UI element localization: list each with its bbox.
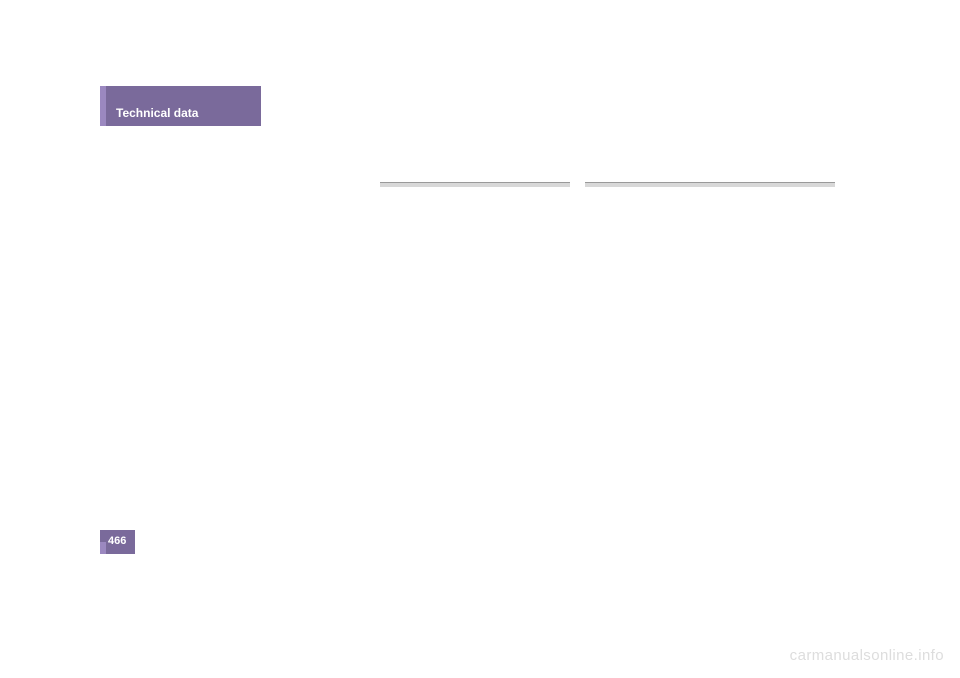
column-rule-1 (380, 182, 570, 187)
section-tab: Technical data (106, 86, 261, 126)
watermark-text: carmanualsonline.info (790, 647, 944, 664)
column-rule-2 (585, 182, 835, 187)
section-tab-label: Technical data (116, 106, 198, 120)
page-number: 466 (108, 535, 126, 547)
manual-page: Technical data 466 (100, 80, 860, 600)
page-number-accent (100, 542, 106, 554)
